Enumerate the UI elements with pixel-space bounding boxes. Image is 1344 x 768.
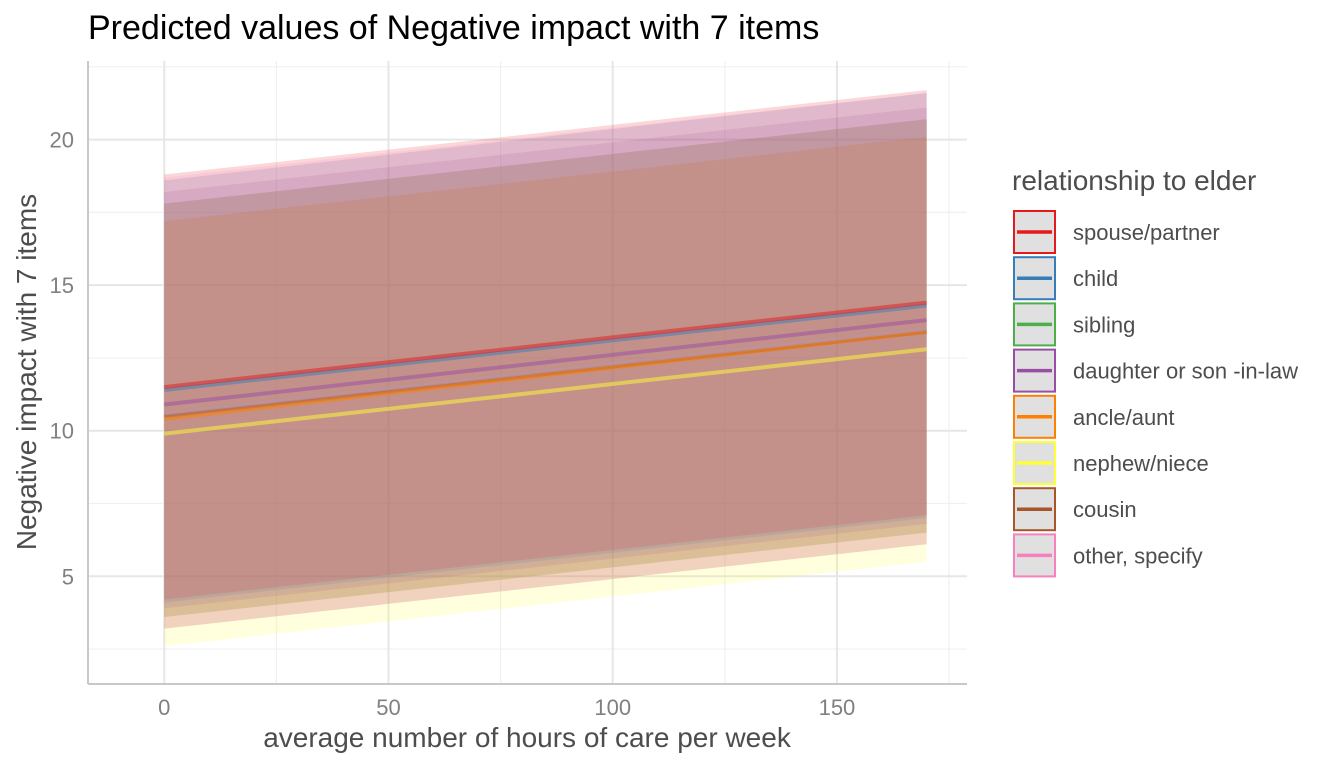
legend-item: ancle/aunt (1013, 394, 1175, 439)
series-line-other-specify (164, 326, 927, 416)
series-line-daughter-or-son-in-law (164, 318, 927, 407)
legend-item: cousin (1013, 487, 1137, 532)
legend-label: spouse/partner (1073, 220, 1220, 245)
legend-item: daughter or son -in-law (1013, 348, 1298, 393)
legend-label: sibling (1073, 312, 1135, 337)
legend-label: nephew/niece (1073, 451, 1209, 476)
y-tick-label: 10 (50, 419, 74, 444)
y-tick-labels: 5 10 15 20 (50, 128, 74, 590)
x-tick-label: 0 (158, 695, 170, 720)
axes (87, 61, 967, 685)
legend-item: spouse/partner (1013, 210, 1220, 254)
confidence-bands (164, 90, 927, 647)
series-line-child (164, 303, 927, 392)
x-tick-label: 100 (594, 695, 631, 720)
grid (88, 61, 967, 684)
y-tick-label: 5 (62, 564, 74, 589)
legend-title: relationship to elder (1012, 165, 1256, 196)
series-line-spouse-partner (164, 300, 927, 390)
confidence-band-daughter-or-son-in-law (164, 107, 927, 609)
chart-title: Predicted values of Negative impact with… (88, 9, 819, 47)
legend: relationship to elder spouse/partner chil… (1012, 165, 1298, 578)
series-line-ancle-aunt (164, 329, 927, 422)
legend-item: sibling (1013, 302, 1135, 347)
x-tick-labels: 0 50 100 150 (158, 695, 855, 720)
x-tick-label: 50 (376, 695, 400, 720)
series-line-nephew-niece (164, 347, 927, 436)
legend-item: nephew/niece (1013, 441, 1209, 485)
legend-item: child (1013, 256, 1118, 301)
confidence-band-sibling (164, 119, 927, 618)
legend-label: other, specify (1073, 543, 1203, 568)
y-axis-title: Negative impact with 7 items (11, 194, 42, 550)
legend-label: child (1073, 266, 1118, 291)
y-tick-label: 20 (50, 128, 74, 153)
legend-label: ancle/aunt (1073, 405, 1175, 430)
y-tick-label: 15 (50, 273, 74, 298)
legend-item: other, specify (1013, 533, 1203, 578)
series-lines (164, 300, 927, 436)
legend-label: cousin (1073, 497, 1137, 522)
legend-label: daughter or son -in-law (1073, 359, 1298, 384)
x-axis-title: average number of hours of care per week (263, 722, 792, 753)
x-tick-label: 150 (819, 695, 856, 720)
legend-items: spouse/partner child sibling daughter or so… (1013, 210, 1298, 578)
